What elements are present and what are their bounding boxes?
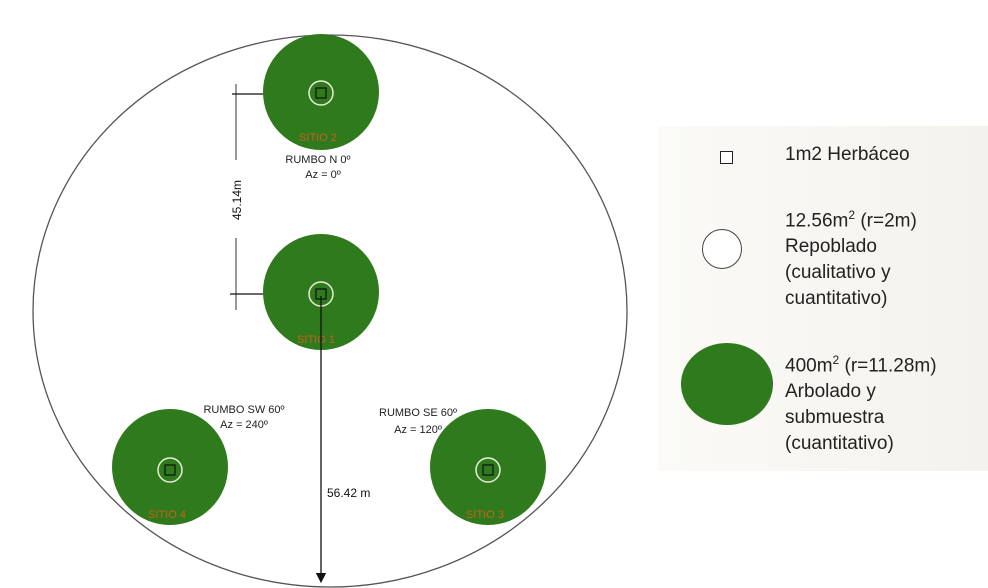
legend-arbolado-area: 400m [785,355,833,377]
legend-repoblado-line4: cuantitativo) [785,288,888,310]
large-circle-icon [681,343,773,425]
rumbo-n-line1: RUMBO N 0º [285,154,350,166]
site-1-label: SITIO 1 [297,334,335,346]
distance-label-south: 56.42 m [327,486,370,500]
site-3-label: SITIO 3 [466,509,504,521]
repoblado-circle [475,457,501,483]
legend-item-repoblado: 12.56m2 (r=2m) Repoblado (cualitativo y … [658,202,988,312]
legend-repoblado-area: 12.56m [785,210,849,232]
legend-arbolado-sup: 2 [832,353,840,367]
legend-arbolado-line2: Arbolado y [785,381,876,403]
distance-label-vertical: 45.14m [230,180,244,220]
herbaceo-square [482,464,494,476]
site-2-plot: SITIO 2 [263,34,379,150]
repoblado-circle [157,457,183,483]
site-2-label: SITIO 2 [299,132,337,144]
legend-repoblado-radius: (r=2m) [855,210,917,232]
legend-arbolado-radius: (r=11.28m) [839,355,937,377]
site-4-plot: SITIO 4 [112,409,228,525]
small-circle-icon [702,229,742,269]
rumbo-se-line1: RUMBO SE 60º [379,407,457,419]
legend-panel: 1m2 Herbáceo 12.56m2 (r=2m) Repoblado (c… [658,126,988,471]
plot-diagram: 45.14m SITIO 2 RUMBO N 0º Az = 0º SITIO … [32,34,628,588]
site-4-label: SITIO 4 [148,509,186,521]
rumbo-sw-line1: RUMBO SW 60º [203,404,284,416]
legend-repoblado-line3: (cualitativo y [785,262,891,284]
legend-repoblado-line2: Repoblado [785,236,877,258]
rumbo-sw-line2: Az = 240º [220,419,268,431]
legend-herbaceo-label: 1m2 Herbáceo [785,144,910,165]
legend-arbolado-line3: submuestra [785,407,885,429]
legend-item-arbolado: 400m2 (r=11.28m) Arbolado y submuestra (… [658,343,988,457]
legend-item-herbaceo: 1m2 Herbáceo [658,142,988,182]
repoblado-circle [308,80,334,106]
site-3-plot: SITIO 3 [430,409,546,525]
legend-arbolado-line4: (cuantitativo) [785,433,894,455]
rumbo-n-line2: Az = 0º [305,169,341,181]
herbaceo-square [164,464,176,476]
rumbo-se-line2: Az = 120º [394,424,442,436]
legend-repoblado-sup: 2 [848,208,856,222]
herbaceo-square [315,87,327,99]
site-1-plot: SITIO 1 [263,234,379,350]
square-icon [720,151,733,164]
